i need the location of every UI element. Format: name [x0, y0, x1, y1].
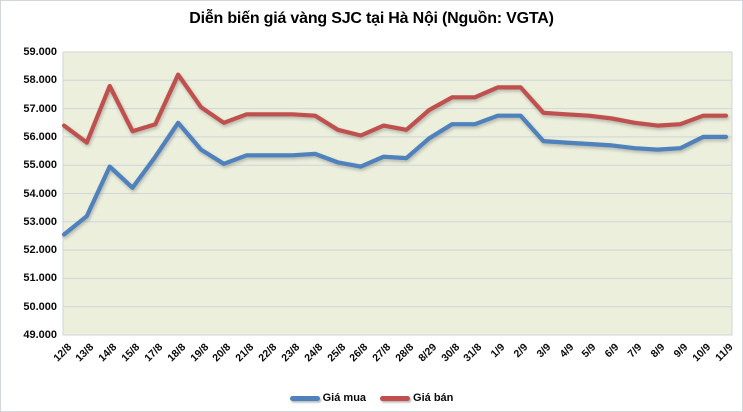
y-tick-label: 52.000 — [23, 244, 57, 257]
legend-item-gia-ban: Giá bán — [380, 392, 453, 404]
chart-title: Diễn biến giá vàng SJC tại Hà Nội (Nguồn… — [189, 10, 554, 27]
y-tick-label: 51.000 — [23, 272, 57, 285]
legend-label-gia-mua: Giá mua — [322, 392, 367, 404]
y-tick-label: 55.000 — [23, 159, 57, 172]
legend-label-gia-ban: Giá bán — [413, 392, 454, 404]
legend-item-gia-mua: Giá mua — [289, 392, 367, 404]
y-tick-label: 53.000 — [23, 215, 57, 228]
y-tick-label: 54.000 — [23, 187, 57, 200]
series-line-gia-mua — [61, 113, 729, 237]
legend: Giá mua Giá bán — [1, 392, 742, 404]
y-tick-label: 57.000 — [23, 102, 57, 115]
y-tick-label: 56.000 — [23, 130, 57, 143]
y-tick-label: 58.000 — [23, 74, 57, 87]
sell-line-swatch-icon — [380, 395, 411, 401]
y-tick-label: 50.000 — [23, 300, 57, 313]
y-tick-label: 49.000 — [23, 329, 57, 341]
y-tick-label: 59.000 — [23, 46, 57, 58]
series-line-gia-ban — [61, 72, 729, 145]
buy-line-swatch-icon — [289, 395, 320, 401]
